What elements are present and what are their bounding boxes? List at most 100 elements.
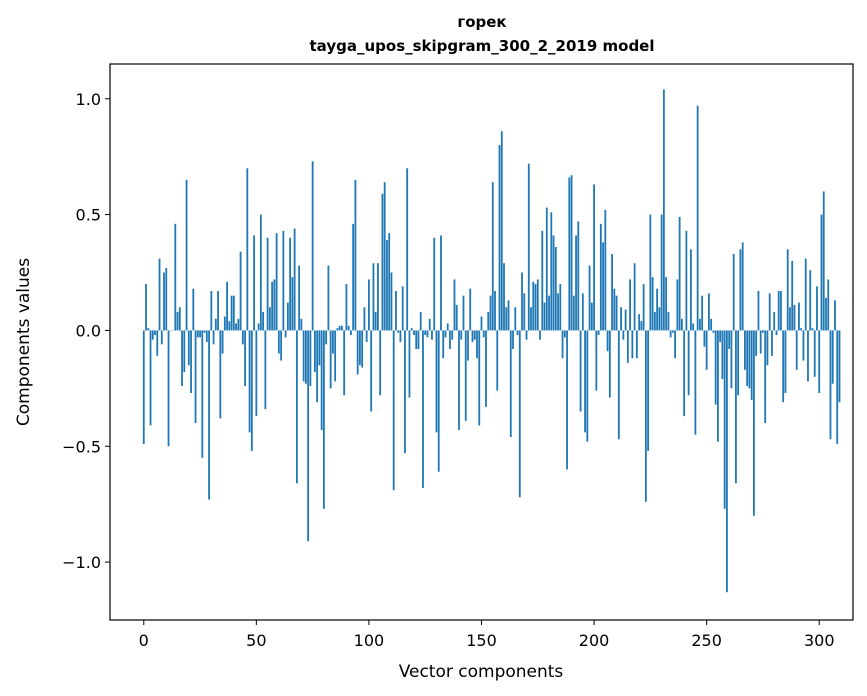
y-ticks-group: −1.0 −0.5 0.0 0.5 1.0	[62, 90, 110, 572]
bar-89	[343, 330, 346, 396]
bar-25	[199, 330, 201, 338]
bar-187	[563, 330, 566, 338]
bar-143	[464, 330, 467, 421]
bar-117	[406, 168, 409, 331]
bar-169	[523, 293, 526, 331]
bar-115	[401, 286, 404, 331]
bar-274	[759, 330, 762, 354]
bar-37	[226, 281, 228, 331]
bar-95	[356, 330, 359, 375]
bar-268	[746, 330, 749, 387]
bar-56	[268, 307, 271, 331]
bar-188	[566, 330, 568, 470]
bar-21	[190, 330, 192, 393]
bar-304	[827, 279, 830, 331]
bar-227	[653, 311, 656, 331]
bar-163	[509, 330, 512, 437]
x-tick-label-300: 300	[804, 631, 835, 650]
bar-47	[248, 330, 251, 433]
bar-236	[674, 330, 677, 359]
bar-164	[512, 330, 514, 349]
y-tick-label-4: 1.0	[76, 90, 101, 109]
y-tick-label-2: 0.0	[76, 321, 101, 340]
bar-161	[505, 307, 508, 331]
bar-233	[667, 311, 670, 331]
bar-282	[777, 291, 780, 331]
bar-111	[392, 330, 395, 491]
bar-50	[255, 330, 258, 417]
bar-19	[185, 179, 188, 331]
bar-124	[422, 330, 424, 488]
bar-3	[149, 330, 152, 426]
bar-299	[816, 286, 818, 331]
bar-243	[689, 249, 692, 331]
bar-45	[244, 330, 246, 387]
bar-134	[444, 330, 447, 338]
bar-288	[791, 260, 794, 331]
bar-237	[676, 279, 679, 331]
y-axis-label: Components values	[14, 258, 34, 426]
bar-183	[554, 247, 557, 331]
bar-121	[415, 330, 418, 349]
bar-135	[446, 323, 449, 331]
bar-88	[341, 325, 343, 331]
bar-99	[365, 330, 368, 342]
bar-172	[530, 307, 532, 331]
bar-226	[651, 277, 654, 331]
bars-group	[142, 89, 841, 593]
bar-271	[753, 330, 755, 516]
bar-142	[462, 295, 465, 331]
bar-214	[624, 309, 627, 331]
bar-289	[793, 304, 796, 331]
bar-176	[539, 330, 541, 340]
bar-306	[831, 330, 834, 384]
bar-14	[174, 223, 177, 331]
bar-114	[399, 330, 402, 342]
bar-127	[428, 318, 431, 331]
bar-159	[500, 131, 503, 331]
bar-55	[266, 237, 269, 331]
bar-105	[379, 330, 382, 396]
bar-244	[692, 323, 695, 331]
bar-248	[701, 295, 704, 331]
bar-181	[550, 212, 553, 331]
bar-266	[741, 242, 744, 331]
bar-17	[181, 330, 183, 387]
bar-8	[160, 330, 163, 345]
bar-262	[732, 253, 735, 331]
bar-216	[629, 279, 631, 331]
bar-76	[313, 330, 316, 373]
bar-284	[782, 330, 785, 403]
bar-22	[192, 288, 195, 331]
bar-301	[820, 214, 823, 331]
bar-196	[584, 330, 586, 433]
bar-240	[683, 330, 686, 417]
bar-35	[221, 330, 224, 354]
bar-278	[768, 293, 771, 331]
bar-156	[494, 291, 496, 331]
bar-137	[451, 330, 454, 340]
bar-293	[802, 330, 805, 361]
bar-210	[615, 295, 618, 331]
bar-192	[575, 235, 577, 331]
bar-261	[730, 330, 733, 389]
bar-253	[712, 330, 715, 333]
bar-15	[176, 311, 179, 331]
bar-275	[762, 330, 764, 333]
bar-232	[665, 277, 668, 331]
bar-7	[158, 258, 161, 331]
bar-296	[809, 270, 812, 331]
bar-308	[836, 330, 839, 444]
bar-229	[658, 307, 661, 331]
bar-267	[744, 330, 746, 370]
bar-64	[286, 302, 289, 331]
bar-256	[719, 330, 722, 342]
bar-118	[408, 330, 411, 398]
bar-190	[570, 175, 573, 331]
bar-145	[469, 288, 472, 331]
bar-10	[165, 267, 168, 331]
bar-151	[482, 330, 485, 338]
bar-254	[714, 330, 717, 405]
bar-285	[784, 330, 787, 393]
chart-title-line1: горек	[457, 13, 506, 31]
